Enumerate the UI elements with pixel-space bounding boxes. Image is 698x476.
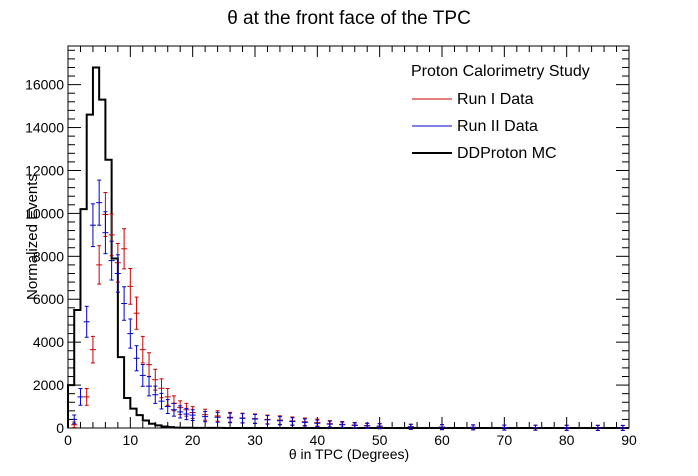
data-point [214, 411, 221, 423]
x-tick-label: 90 [621, 432, 637, 448]
x-tick-label: 0 [64, 432, 72, 448]
legend-run2-label: Run II Data [457, 118, 538, 135]
data-point [326, 420, 333, 428]
y-tick-label: 14000 [25, 120, 64, 136]
x-tick-label: 50 [372, 432, 388, 448]
run2-series [71, 179, 626, 431]
legend-mc-label: DDProton MC [457, 145, 557, 162]
x-tick-label: 30 [247, 432, 263, 448]
data-point [470, 424, 477, 431]
y-tick-label: 6000 [33, 291, 64, 307]
data-point [139, 335, 146, 364]
y-tick-label: 8000 [33, 248, 64, 264]
plot-frame [67, 45, 630, 429]
data-point [563, 424, 570, 431]
data-point [164, 399, 171, 414]
data-point [439, 424, 445, 431]
data-point [77, 388, 84, 406]
data-point [227, 412, 234, 424]
chart-title: θ at the front face of the TPC [227, 8, 471, 29]
data-point [158, 392, 165, 410]
data-point [407, 423, 414, 430]
data-point [127, 267, 134, 305]
data-point [177, 405, 184, 419]
data-point [189, 409, 196, 422]
data-point [121, 286, 128, 321]
data-point [139, 364, 146, 387]
data-point [127, 318, 134, 349]
data-point [183, 407, 190, 421]
data-point [314, 419, 321, 428]
data-point [121, 228, 128, 270]
data-point [301, 418, 308, 427]
x-tick-label: 40 [310, 432, 326, 448]
axis-ticks [67, 46, 630, 429]
data-point [96, 245, 103, 285]
x-tick-label: 80 [559, 432, 575, 448]
x-tick-label: 20 [185, 432, 201, 448]
data-point [276, 416, 283, 426]
x-tick-labels: 0 10 20 30 40 50 60 70 80 90 [64, 432, 637, 448]
legend-header: Proton Calorimetry Study [411, 63, 590, 80]
y-tick-label: 2000 [33, 377, 64, 393]
data-point [96, 179, 103, 226]
data-point [170, 402, 177, 417]
data-point [594, 424, 601, 431]
data-point [146, 352, 153, 378]
data-point [114, 254, 121, 293]
data-point [89, 203, 96, 248]
y-tick-label: 12000 [25, 162, 64, 178]
data-point [83, 305, 90, 338]
data-point [108, 240, 115, 281]
data-point [376, 423, 383, 430]
y-axis-label: Normalized Events [24, 174, 41, 300]
x-tick-label: 60 [434, 432, 450, 448]
data-point [102, 211, 109, 255]
data-point [264, 415, 271, 425]
data-point [351, 422, 358, 429]
data-point [71, 414, 78, 425]
legend: Proton Calorimetry Study Run I Data Run … [411, 63, 590, 162]
data-point [164, 388, 171, 406]
data-point [619, 424, 626, 431]
y-tick-label: 16000 [25, 77, 64, 93]
data-point [202, 411, 209, 423]
data-point [89, 335, 96, 364]
data-points-layer [71, 179, 626, 431]
data-point [133, 296, 140, 330]
mc-histogram-layer [67, 66, 629, 429]
data-point [339, 421, 346, 428]
y-tick-label: 10000 [25, 205, 64, 221]
y-tick-label: 0 [56, 420, 64, 436]
data-point [239, 413, 246, 424]
data-point [501, 424, 508, 431]
data-point [83, 388, 90, 406]
data-point [289, 417, 296, 426]
data-point [364, 422, 371, 429]
y-tick-label: 4000 [33, 334, 64, 350]
data-point [146, 375, 153, 397]
mc-histogram-line [67, 66, 629, 429]
data-point [252, 413, 258, 424]
data-point [532, 424, 539, 431]
legend-run1-label: Run I Data [457, 91, 534, 108]
x-tick-label: 10 [123, 432, 139, 448]
y-tick-labels: 0 2000 4000 6000 8000 10000 12000 14000 16000 [25, 77, 64, 436]
data-point [152, 385, 159, 404]
x-axis-label: θ in TPC (Degrees) [289, 446, 409, 462]
x-tick-label: 70 [497, 432, 513, 448]
data-point [133, 345, 140, 372]
